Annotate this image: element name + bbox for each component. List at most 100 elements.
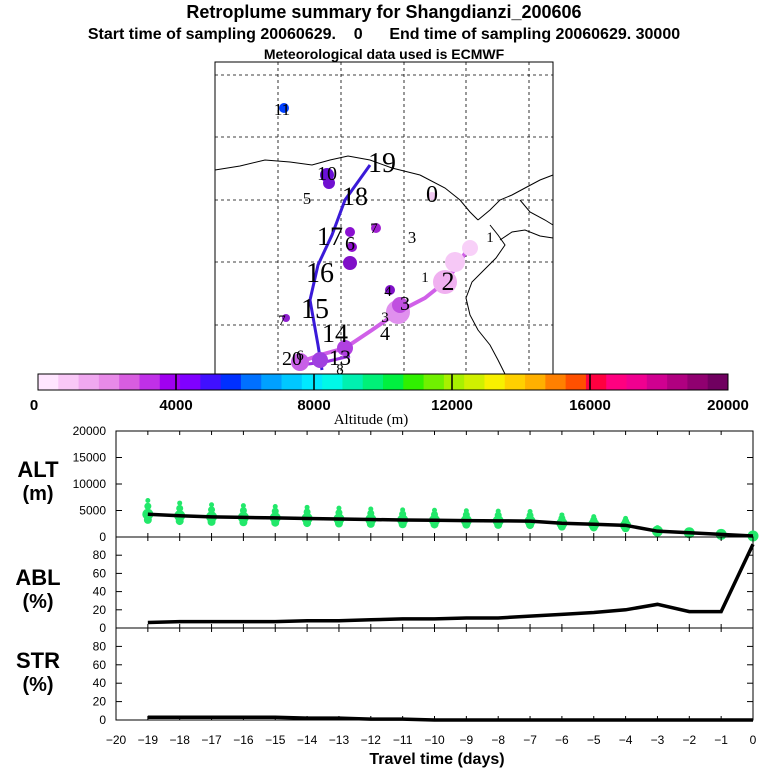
map-label: 1 <box>421 270 429 286</box>
map-label: 8 <box>336 362 344 378</box>
x-tick-label: −6 <box>555 733 569 747</box>
x-tick-label: −5 <box>587 733 601 747</box>
colorbar-cell <box>626 374 648 390</box>
colorbar-cell <box>545 374 567 390</box>
colorbar-cell <box>38 374 59 390</box>
colorbar-cell <box>423 374 445 390</box>
colorbar-cell <box>606 374 628 390</box>
colorbar-cell <box>281 374 303 390</box>
y-tick-label: 20 <box>93 695 107 709</box>
colorbar-cell <box>667 374 688 390</box>
y-tick-label: 0 <box>99 713 106 727</box>
panel-label: ABL <box>15 565 60 590</box>
colorbar-cell <box>220 374 242 390</box>
altitude-dot <box>398 520 407 529</box>
altitude-dot <box>527 509 533 515</box>
map-label: 15 <box>301 294 329 325</box>
x-tick-label: −4 <box>619 733 633 747</box>
map-label: 3 <box>408 228 417 247</box>
panel-unit: (%) <box>22 591 53 613</box>
chart-title: Retroplume summary for Shangdianzi_20060… <box>186 2 582 22</box>
colorbar-cell <box>322 374 343 390</box>
x-tick-label: −20 <box>106 733 127 747</box>
altitude-dot <box>303 508 311 516</box>
altitude-dot <box>271 507 279 515</box>
x-tick-label: −11 <box>393 733 413 747</box>
altitude-dot <box>463 508 469 514</box>
colorbar-cell <box>139 374 161 390</box>
y-tick-label: 80 <box>93 639 107 653</box>
map-label: 1 <box>486 230 494 246</box>
altitude-dot <box>494 520 503 529</box>
colorbar-cell <box>707 374 729 390</box>
altitude-dot <box>334 519 343 528</box>
panel-label: STR <box>16 648 60 673</box>
colorbar-cell <box>261 374 283 390</box>
altitude-dot <box>303 519 312 528</box>
map-label: 19 <box>368 148 396 179</box>
altitude-colorbar: 0 4000 8000 12000 16000 20000 Altitude (m) <box>30 373 749 428</box>
map-label: 16 <box>306 258 334 289</box>
y-tick-label: 20000 <box>73 424 107 438</box>
colorbar-cell <box>687 374 709 390</box>
altitude-spread-dots <box>142 498 759 542</box>
x-tick-label: −17 <box>201 733 222 747</box>
altitude-dot <box>432 507 437 513</box>
colorbar-tick-label: 12000 <box>431 397 473 414</box>
y-tick-label: 40 <box>93 676 107 690</box>
x-tick-label: −3 <box>651 733 665 747</box>
x-tick-label: −15 <box>265 733 286 747</box>
colorbar-cell <box>504 374 526 390</box>
altitude-dot <box>526 521 535 530</box>
altitude-dot <box>240 503 246 509</box>
altitude-dot <box>143 515 152 524</box>
map-label: 17 <box>317 222 343 251</box>
altitude-dot <box>176 504 184 512</box>
altitude-dot <box>207 517 216 526</box>
colorbar-cell <box>342 374 364 390</box>
y-tick-label: 60 <box>93 566 107 580</box>
map-label: 4 <box>384 284 392 300</box>
colorbar-tick-label: 8000 <box>297 397 330 414</box>
altitude-dot <box>175 517 184 526</box>
altitude-dot <box>271 518 280 527</box>
colorbar-cell <box>383 374 404 390</box>
x-tick-label: −14 <box>297 733 318 747</box>
altitude-dot <box>367 509 375 517</box>
x-tick-label: −18 <box>170 733 191 747</box>
trajectory-marker <box>323 177 335 189</box>
panel-abl: 0 20 40 60 80 ABL(%) <box>15 536 755 635</box>
map-label: 11 <box>274 100 290 119</box>
y-tick-label: 0 <box>99 530 106 544</box>
colorbar-cell <box>301 374 323 390</box>
map-label: 10 <box>317 163 337 185</box>
x-tick-label: −2 <box>682 733 696 747</box>
x-tick-label: −13 <box>329 733 350 747</box>
altitude-dot <box>462 520 471 529</box>
trajectory-marker <box>343 256 357 270</box>
series-line-abl <box>147 543 755 625</box>
x-tick-label: −7 <box>523 733 537 747</box>
colorbar-cell <box>180 374 201 390</box>
trajectory-marker <box>462 240 478 256</box>
panel-frame <box>115 627 754 721</box>
x-tick-label: −19 <box>138 733 159 747</box>
colorbar-cell <box>78 374 100 390</box>
altitude-dot <box>208 506 216 514</box>
trajectory-path-a <box>308 164 372 371</box>
x-tick-label: −9 <box>460 733 474 747</box>
colorbar-tick-label: 4000 <box>159 397 192 414</box>
colorbar-cell <box>119 374 140 390</box>
series-line-str <box>147 715 753 722</box>
map-gridlines <box>215 62 553 374</box>
colorbar-cell <box>443 374 465 390</box>
colorbar-frame <box>37 373 729 391</box>
map-label: 14 <box>322 319 348 348</box>
map-label: 5 <box>303 189 312 208</box>
colorbar-cell <box>159 374 181 390</box>
coastlines-borders <box>214 155 554 375</box>
altitude-dot <box>495 508 501 514</box>
colorbar-cell <box>403 374 425 390</box>
series-line-alt <box>147 512 754 538</box>
